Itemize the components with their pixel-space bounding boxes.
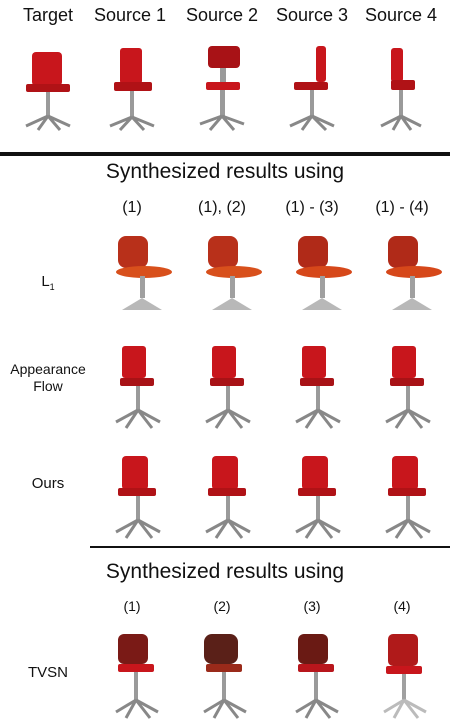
header-source-1: Source 1 <box>93 5 167 25</box>
chair-blurry-icon <box>386 236 442 310</box>
section2-col-1: (1) <box>123 598 141 614</box>
image-source-4 <box>355 38 447 138</box>
result-ours-3 <box>276 446 368 546</box>
chair-blurry-icon <box>206 236 262 310</box>
chair-icon <box>295 346 341 429</box>
chair-noisy-icon <box>295 634 339 719</box>
chair-noisy-icon <box>203 634 247 719</box>
chair-icon <box>199 46 245 131</box>
section1-col-4: (1) - (4) <box>375 199 429 216</box>
result-tvsn-3 <box>276 626 368 726</box>
result-tvsn-2 <box>186 626 278 726</box>
chair-blurry-icon <box>116 236 172 310</box>
section2-col-3: (3) <box>303 598 321 614</box>
result-tvsn-1 <box>96 626 188 726</box>
chair-icon <box>380 48 422 131</box>
row-label-appearance-flow: Appearance Flow <box>10 361 86 394</box>
image-source-3 <box>266 38 358 138</box>
header-source-4: Source 4 <box>364 5 438 25</box>
section1-col-2: (1), (2) <box>198 199 246 216</box>
result-ours-1 <box>96 446 188 546</box>
result-ours-2 <box>186 446 278 546</box>
section2-col-4: (4) <box>393 598 411 614</box>
divider-thick <box>0 152 450 156</box>
header-source-2: Source 2 <box>185 5 259 25</box>
chair-icon <box>289 46 335 132</box>
section1-title: Synthesized results using <box>105 160 345 183</box>
chair-blurry-icon <box>296 236 352 310</box>
chair-icon <box>109 48 155 132</box>
chair-icon <box>205 346 251 429</box>
chair-icon <box>115 456 161 539</box>
result-l1-3 <box>276 230 368 330</box>
result-af-3 <box>276 336 368 436</box>
result-af-4 <box>366 336 450 436</box>
header-target: Target <box>22 5 74 25</box>
chair-icon <box>385 456 431 539</box>
result-l1-2 <box>186 230 278 330</box>
result-l1-1 <box>96 230 188 330</box>
chair-noisy-icon <box>115 634 159 719</box>
result-af-2 <box>186 336 278 436</box>
result-tvsn-4 <box>366 626 450 726</box>
chair-icon <box>385 346 431 429</box>
chair-noisy-icon <box>383 634 427 719</box>
section1-col-3: (1) - (3) <box>285 199 339 216</box>
row-label-l1: L1 <box>41 273 55 292</box>
image-source-2 <box>176 38 268 138</box>
result-l1-4 <box>366 230 450 330</box>
image-source-1 <box>84 38 176 138</box>
header-source-3: Source 3 <box>275 5 349 25</box>
result-af-1 <box>96 336 188 436</box>
section2-col-2: (2) <box>213 598 231 614</box>
section1-col-1: (1) <box>122 199 142 216</box>
row-label-tvsn: TVSN <box>27 664 68 681</box>
row-label-ours: Ours <box>31 475 65 492</box>
chair-icon <box>205 456 251 539</box>
chair-icon <box>115 346 161 429</box>
chair-icon <box>295 456 341 539</box>
chair-icon <box>25 52 71 131</box>
image-target <box>2 38 94 138</box>
divider-thin <box>90 546 450 548</box>
section2-title: Synthesized results using <box>105 560 345 583</box>
result-ours-4 <box>366 446 450 546</box>
